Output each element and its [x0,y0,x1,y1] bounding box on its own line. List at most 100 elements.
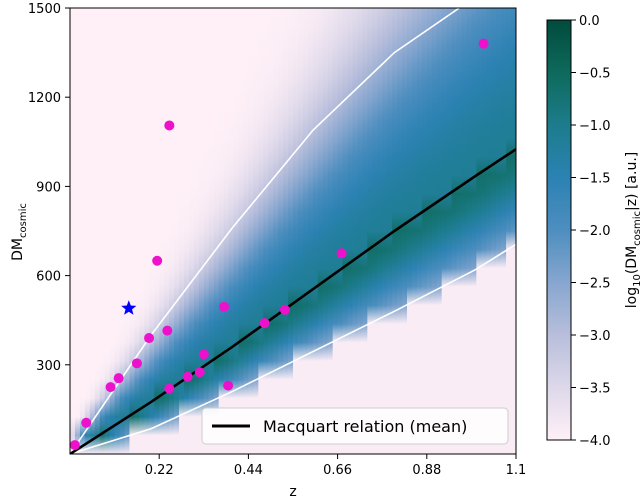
heatmap-strip [164,8,170,454]
plot-frame [69,7,517,455]
colorbar-tick-label: −3.5 [579,382,611,397]
frb-point [152,255,163,266]
legend-box [201,407,509,445]
heatmap-strip [352,8,359,454]
colorbar-gradient [546,19,572,441]
frb-point [113,373,124,384]
heatmap-strip [496,8,502,454]
heatmap-strip [139,8,145,454]
colorbar-tick-label: −4.0 [579,434,611,449]
colorbar-tick-label: −2.5 [579,277,611,292]
heatmap-strip [193,8,200,454]
heatmap-strip [426,8,433,454]
heatmap-strip [317,8,324,454]
heatmap-strip [223,8,230,454]
heatmap-strip [109,8,116,454]
heatmap-strip [243,8,249,454]
frb-point [198,349,209,360]
y-axis-label: DMcosmic [10,203,29,261]
heatmap-strip [248,8,254,454]
heatmap-strip [382,8,388,454]
x-tick-label: 0.22 [145,463,174,478]
colorbar-tick-label: −1.5 [579,172,611,187]
frb-point [162,325,173,336]
y-tick-label: 1500 [28,2,61,17]
heatmap-strip [124,8,131,454]
heatmap-strip [466,8,472,454]
macquart-mean-line [70,148,516,454]
heatmap-strip [471,8,477,454]
colorbar: 0.0 −0.5 −1.0 −1.5 −2.0 −2.5 −3.0 −3.5 −4.0 log1… [546,14,640,449]
heatmap-strip [134,8,140,454]
lower-bound-curve [70,243,516,454]
y-tick-label: 1200 [28,91,61,106]
heatmap-strip [203,8,210,454]
legend: Macquart relation (mean) [201,407,509,445]
heatmap-strip [362,8,368,454]
heatmap-strip [347,8,354,454]
heatmap-strip [99,8,106,454]
heatmap-strip [456,8,463,454]
colorbar-label-subcosmic: cosmic [632,211,640,246]
heatmap-strip [476,8,482,454]
colorbar-tick-label: −3.0 [579,329,611,344]
y-axis-label-main: DM [10,238,26,261]
heatmap-strip [174,8,180,454]
frb-point [336,248,347,259]
highlight-star [121,300,137,315]
heatmap-strip [441,8,448,454]
colorbar-tick-label: −2.0 [579,224,611,239]
heatmap-strip [377,8,383,454]
curves [70,8,516,454]
heatmap-strip [302,8,309,454]
heatmap-strip [436,8,443,454]
colorbar-label-sub10: 10 [632,274,640,287]
heatmap-strip [208,8,215,454]
heatmap-strip [258,8,264,454]
heatmap-strip [89,8,96,454]
heatmap-strip [288,8,294,454]
colorbar-label: log10(DMcosmic|z) [a.u.] [624,152,640,309]
heatmap-strip [416,8,423,454]
x-tick-label: 0.44 [234,463,263,478]
heatmap-strip [337,8,344,454]
heatmap-strip [511,8,516,454]
heatmap-strip [268,8,274,454]
heatmap-strip [154,8,160,454]
heatmap-strip [283,8,289,454]
heatmap-strip [481,8,487,454]
heatmap-strip [74,8,81,454]
heatmap-strip [144,8,150,454]
frb-point [144,333,155,344]
heatmap-strip [297,8,304,454]
frb-point [194,367,205,378]
heatmap-strip [278,8,284,454]
heatmap-strip [486,8,492,454]
heatmap-strip [273,8,279,454]
colorbar-label-end: |z) [a.u.] [624,152,640,211]
heatmap-strip [238,8,245,454]
heatmap-strip [367,8,373,454]
upper-bound-curve [70,8,460,454]
y-tick-label: 600 [36,270,61,285]
heatmap-strip [421,8,428,454]
heatmap-strip [263,8,269,454]
heatmap-strip [406,8,413,454]
heatmap-strip [446,8,453,454]
heatmap-strip [188,8,195,454]
heatmap-strip [307,8,314,454]
colorbar-label-log: log [624,287,640,308]
x-tick-label: 1.1 [506,463,527,478]
heatmap-strip [293,8,299,454]
colorbar-tick-label: −0.5 [579,67,611,82]
heatmap-strip [159,8,165,454]
heatmap-strip [179,8,185,454]
heatmap-strip [506,8,512,454]
frb-point [105,382,116,393]
frb-point [81,417,92,428]
frb-point [219,301,230,312]
density-heatmap [70,8,516,454]
y-tick-label: 900 [36,180,61,195]
frb-point [131,358,142,369]
heatmap-strip [461,8,468,454]
